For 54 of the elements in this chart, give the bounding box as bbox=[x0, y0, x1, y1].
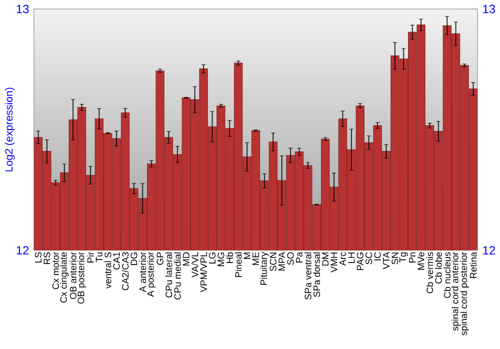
x-tick-label: SO bbox=[287, 252, 294, 265]
x-tick-label: LG bbox=[208, 252, 216, 264]
x-tick-label: spinal cord posterior bbox=[460, 252, 469, 336]
x-tick-label: RS bbox=[44, 252, 50, 264]
x-tick-label: Tg bbox=[399, 252, 408, 263]
x-tick-label: OB anterior bbox=[70, 252, 76, 300]
x-tick-label: PAG bbox=[356, 252, 364, 270]
x-tick-label: MG bbox=[218, 252, 224, 266]
x-tick-label: SN bbox=[392, 252, 398, 264]
x-tick-label: SCN bbox=[270, 252, 276, 272]
x-tick-label: VMH bbox=[330, 252, 338, 272]
x-tick-label: ME bbox=[252, 252, 259, 266]
x-tick-label: Pir bbox=[87, 252, 94, 262]
x-tick-label: A posterior bbox=[147, 252, 156, 297]
x-tick-label: MVe bbox=[418, 252, 424, 270]
x-tick-label: LS bbox=[34, 252, 42, 262]
x-tick-label: M bbox=[244, 252, 250, 259]
x-tick-label: Pa bbox=[296, 252, 302, 262]
x-tick-label: VA/VL bbox=[191, 252, 198, 278]
x-tick-label: MPA bbox=[278, 252, 286, 271]
y2-tick-label: 12 bbox=[483, 246, 495, 254]
x-tick-label: DG bbox=[130, 252, 138, 266]
x-tick-label: SPa dorsal bbox=[313, 252, 320, 297]
x-tick-label: CA1 bbox=[113, 252, 120, 270]
x-tick-label: DM bbox=[322, 252, 329, 266]
x-tick-label: GP bbox=[156, 252, 164, 265]
x-tick-label: Tu bbox=[96, 252, 102, 262]
x-tick-label: MD bbox=[182, 252, 190, 266]
x-tick-label: CPu medial bbox=[174, 252, 181, 300]
x-tick-label: Arc bbox=[339, 252, 346, 266]
x-tick-label: VTA bbox=[383, 252, 390, 270]
x-tick-label: Retina bbox=[470, 252, 477, 278]
x-tick-label: Cb nucleus bbox=[444, 252, 451, 298]
x-tick-label: IC bbox=[374, 252, 381, 260]
y2-tick-label: 13 bbox=[483, 4, 496, 14]
x-tick-label: ventral S bbox=[104, 252, 112, 289]
x-tick-label: Cx motor bbox=[52, 252, 59, 290]
x-tick-label: SC bbox=[366, 252, 372, 264]
x-tick-label: Cb vermis bbox=[426, 252, 434, 294]
x-tick-label: Cb lobe bbox=[435, 252, 442, 284]
x-tick-label: VPM/VPL bbox=[200, 252, 207, 292]
x-tick-label: spinal cord anterior bbox=[451, 252, 460, 331]
x-tick-label: Hb bbox=[226, 252, 234, 263]
x-tick-label: Pn bbox=[409, 252, 416, 262]
x-tick-label: CA2/CA3 bbox=[122, 252, 129, 290]
x-tick-label: Pituitary bbox=[260, 252, 269, 285]
x-tick-label: Pineal bbox=[234, 252, 242, 277]
y-axis-title: Log2 (expression) bbox=[4, 88, 15, 172]
x-tick-label: LH bbox=[348, 252, 355, 263]
x-tick-label: Cx cingulate bbox=[60, 252, 69, 303]
x-tick-label: SPa ventral bbox=[304, 252, 312, 300]
x-tick-label: A anterior bbox=[139, 252, 146, 292]
x-tick-label: OB posterior bbox=[77, 252, 86, 304]
x-tick-label: CPu lateral bbox=[165, 252, 172, 298]
